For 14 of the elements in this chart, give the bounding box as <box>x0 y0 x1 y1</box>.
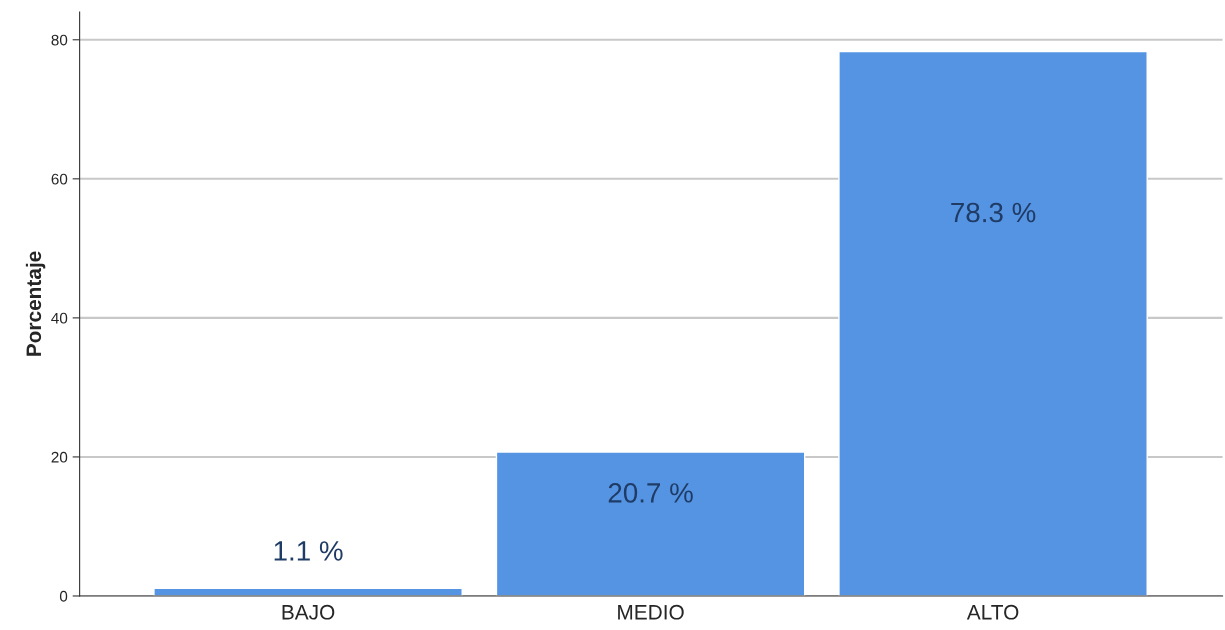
y-tick-label: 0 <box>59 590 68 602</box>
bar <box>838 50 1148 596</box>
data-label: 1.1 % <box>274 541 343 561</box>
x-tick-label: ALTO <box>966 604 1019 620</box>
data-label: 20.7 % <box>608 483 693 503</box>
bar <box>495 451 806 596</box>
data-label: 78.3 % <box>951 202 1036 223</box>
y-tick-label: 80 <box>51 34 68 46</box>
x-tick-label: BAJO <box>282 604 335 620</box>
y-axis-title: Porcentaje <box>25 251 46 356</box>
x-tick-label: MEDIO <box>618 604 684 620</box>
y-tick-label: 60 <box>51 173 68 185</box>
y-tick-label: 20 <box>51 451 68 463</box>
y-tick-label: 40 <box>51 312 68 324</box>
